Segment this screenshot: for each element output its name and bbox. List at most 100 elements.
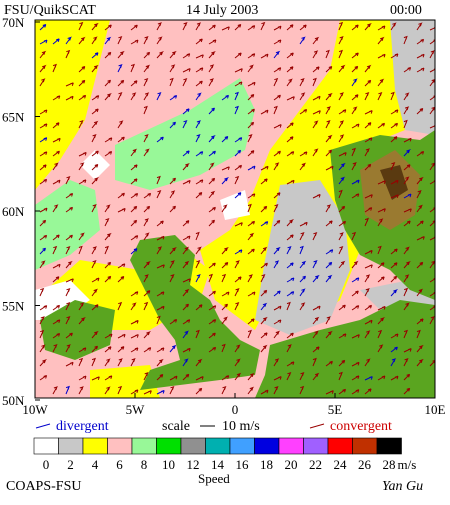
wind-arrow — [286, 122, 294, 129]
speed-colorbar: 0 2 4 6 8 10 12 14 16 18 20 22 24 26 28 m/s — [33, 437, 416, 472]
wind-arrow — [390, 248, 398, 255]
wind-arrow — [78, 179, 87, 185]
wind-arrow — [182, 246, 190, 255]
wind-arrow — [221, 273, 227, 283]
wind-arrow — [182, 180, 191, 185]
wind-arrow — [130, 92, 137, 101]
wind-arrow — [260, 332, 268, 339]
lat-label: 50N — [2, 393, 25, 408]
wind-arrow — [403, 137, 412, 143]
speed-tick-label: 28 — [383, 457, 396, 472]
wind-arrow — [78, 36, 86, 45]
wind-arrow — [39, 359, 48, 367]
region-white — [35, 150, 250, 320]
wind-arrow — [104, 358, 111, 367]
wind-arrow — [65, 301, 71, 311]
wind-arrow — [286, 52, 294, 59]
wind-arrow — [156, 264, 165, 269]
wind-arrow — [104, 36, 112, 45]
wind-arrow — [364, 207, 373, 213]
speed-tick-label: 26 — [358, 457, 372, 472]
wind-arrow — [182, 330, 190, 339]
wind-arrow — [247, 329, 252, 339]
lat-label: 60N — [2, 204, 25, 219]
wind-arrow — [52, 234, 60, 241]
wind-arrow — [286, 179, 295, 185]
wind-arrow — [312, 36, 320, 45]
wind-arrow — [221, 316, 229, 325]
wind-arrow — [273, 39, 282, 45]
wind-arrow — [52, 343, 58, 353]
wind-arrow — [208, 305, 217, 311]
wind-arrow — [247, 318, 255, 325]
wind-arrow — [247, 94, 255, 101]
wind-arrow — [312, 260, 318, 269]
wind-arrow — [273, 203, 279, 213]
wind-arrow — [221, 303, 228, 311]
wind-arrow — [351, 193, 360, 199]
wind-arrow — [325, 261, 333, 269]
wind-arrow — [39, 375, 48, 381]
wind-arrow — [338, 304, 346, 311]
wind-arrow — [104, 245, 109, 255]
wind-arrow — [143, 372, 149, 381]
wind-arrow — [65, 82, 74, 87]
wind-arrow — [91, 259, 97, 269]
wind-arrow — [39, 234, 48, 241]
speed-tick-label: 12 — [187, 457, 200, 472]
wind-arrow — [117, 208, 126, 213]
wind-arrow — [208, 177, 216, 185]
wind-arrow — [39, 287, 45, 297]
color-box — [156, 437, 182, 455]
wind-arrow — [299, 288, 306, 297]
wind-arrow — [416, 53, 425, 59]
wind-arrow — [169, 95, 178, 101]
wind-arrow — [351, 361, 360, 367]
wind-arrow — [234, 52, 242, 59]
wind-arrow — [234, 149, 242, 157]
wind-arrow — [182, 220, 190, 227]
wind-arrow — [247, 25, 256, 31]
wind-arrow — [273, 162, 280, 171]
wind-arrow — [208, 319, 217, 325]
wind-arrow — [338, 189, 343, 199]
wind-arrow — [312, 77, 317, 87]
wind-arrow — [91, 134, 97, 143]
wind-arrow — [78, 357, 84, 367]
wind-arrow — [325, 92, 333, 101]
wind-arrow — [195, 120, 201, 129]
wind-arrow — [208, 346, 217, 353]
wind-arrow — [260, 289, 268, 297]
wind-arrow — [416, 344, 424, 353]
wind-arrow — [247, 53, 256, 59]
wind-arrow — [91, 150, 99, 157]
wind-arrow — [39, 305, 48, 311]
wind-vectors — [39, 21, 435, 395]
wind-arrow — [377, 180, 386, 185]
wind-arrow — [351, 277, 360, 283]
wind-arrow — [338, 120, 345, 129]
wind-arrow — [338, 162, 346, 171]
wind-arrow — [416, 204, 424, 213]
wind-arrow — [91, 36, 98, 45]
wind-arrow — [299, 109, 308, 115]
wind-arrow — [338, 333, 347, 339]
wind-arrow — [91, 95, 100, 101]
wind-arrow — [338, 36, 344, 45]
wind-arrow — [143, 301, 149, 311]
wind-arrow — [91, 177, 100, 185]
wind-arrow — [273, 67, 282, 73]
wind-arrow — [52, 137, 61, 143]
wind-arrow — [156, 91, 162, 101]
wind-arrow — [260, 53, 269, 59]
wind-arrow — [416, 176, 424, 185]
wind-arrow — [273, 330, 281, 339]
wind-arrow — [273, 290, 281, 297]
wind-arrow — [195, 67, 204, 73]
wind-arrow — [429, 68, 435, 73]
wind-arrow — [130, 39, 139, 45]
wind-arrow — [364, 64, 372, 73]
wind-arrow — [91, 52, 99, 59]
wind-arrow — [364, 264, 373, 269]
wind-arrow — [260, 262, 268, 269]
